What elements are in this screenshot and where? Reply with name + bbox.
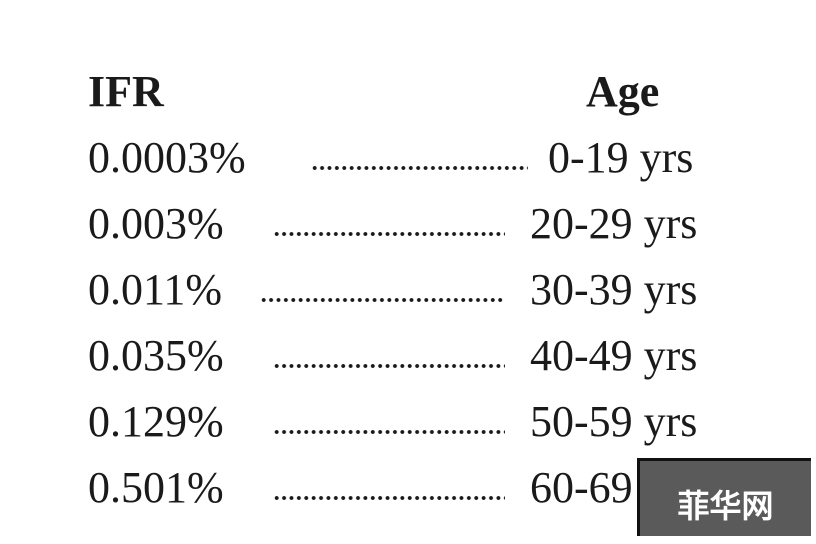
age-range: 30-39 yrs [530, 265, 698, 314]
ifr-value: 0.011% [88, 265, 223, 314]
ifr-value: 0.035% [88, 331, 224, 380]
dot-leader [260, 296, 505, 304]
dot-leader [273, 362, 505, 370]
watermark: 菲华网 [677, 487, 774, 525]
ifr-value: 0.0003% [88, 133, 246, 182]
ifr-value: 0.501% [88, 463, 224, 512]
ifr-value: 0.129% [88, 397, 224, 446]
age-range: 20-29 yrs [530, 199, 698, 248]
age-range: 50-59 yrs [530, 397, 698, 446]
watermark-box: 菲华网 [637, 458, 811, 536]
dot-leader [311, 164, 528, 172]
header-age: Age [586, 67, 660, 116]
header-ifr: IFR [88, 67, 164, 116]
ifr-value: 0.003% [88, 199, 224, 248]
dot-leader [273, 230, 505, 238]
dot-leader [273, 494, 505, 502]
age-range: 0-19 yrs [548, 133, 694, 182]
dot-leader [273, 428, 505, 436]
age-range: 40-49 yrs [530, 331, 698, 380]
